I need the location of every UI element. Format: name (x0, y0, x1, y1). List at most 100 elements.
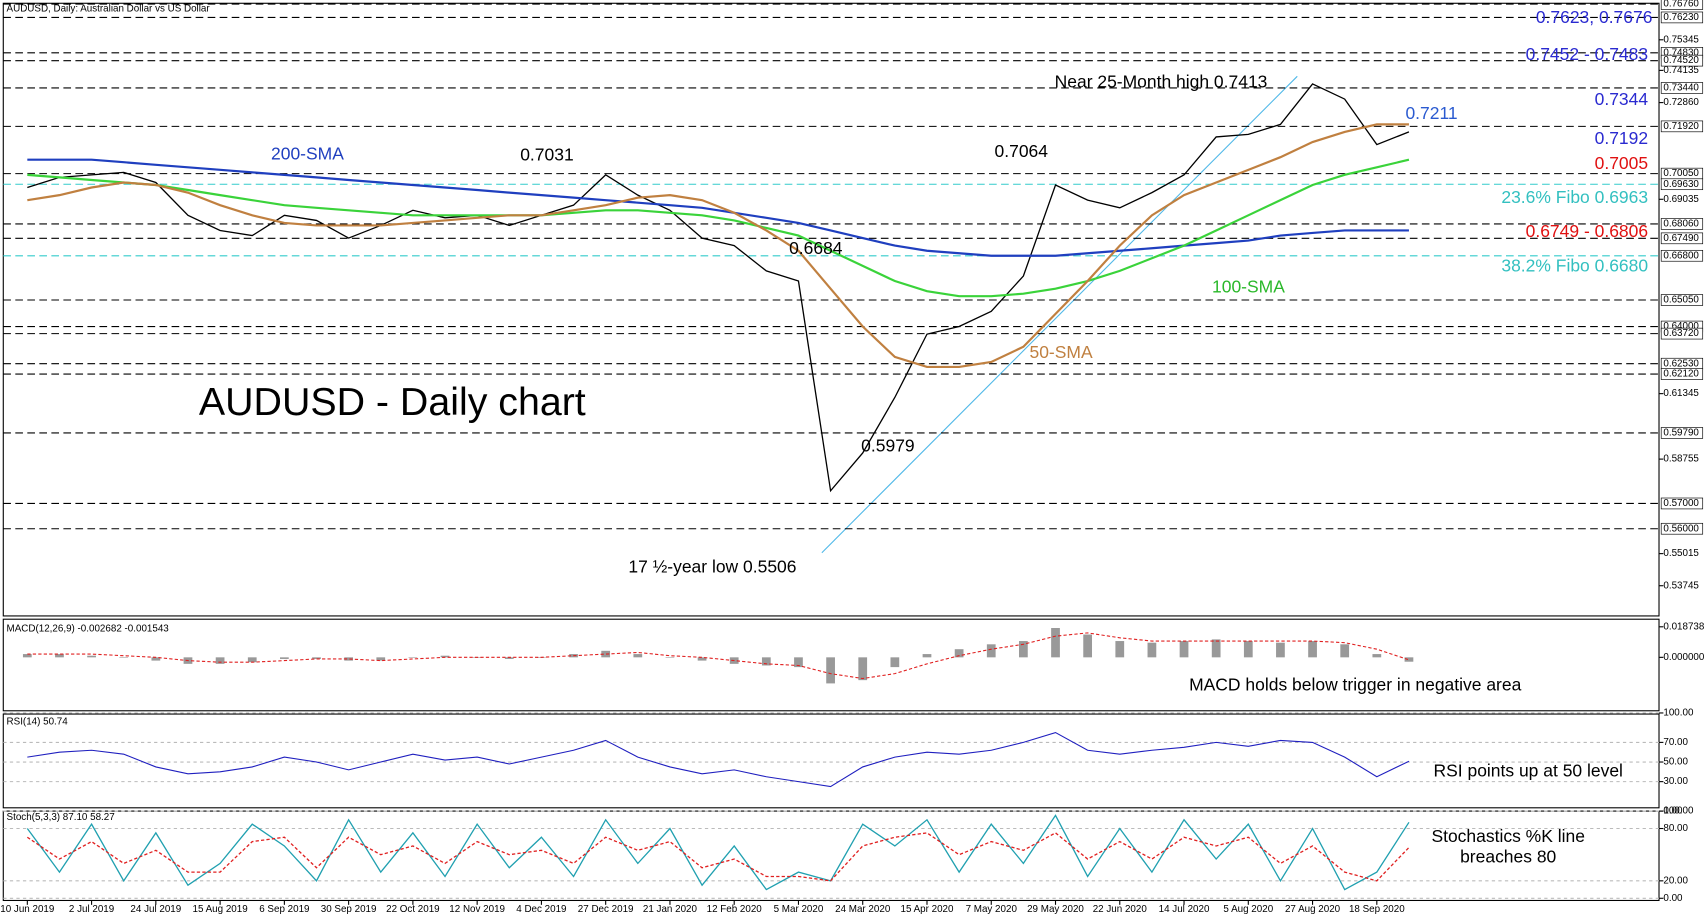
annotation: 0.7031 (520, 145, 573, 165)
macd-title: MACD(12,26,9) -0.002682 -0.001543 (7, 624, 170, 635)
macd-bar (1372, 654, 1382, 658)
y-tick-label: 70.00 (1663, 737, 1688, 748)
stoch-line (26, 814, 1410, 891)
stoch-annotation: breaches 80 (1460, 847, 1556, 867)
macd-bar (1179, 641, 1189, 658)
rsi-frame (2, 713, 1660, 809)
level-box (1660, 232, 1704, 245)
macd-bar (1404, 657, 1414, 662)
x-tick-label: 14 Jul 2020 (1159, 904, 1210, 915)
macd-bar (1211, 639, 1221, 658)
annotation: 0.6684 (789, 238, 843, 258)
macd-bar (1276, 642, 1285, 658)
level-label: 0.74830 (1663, 47, 1699, 58)
macd-frame (2, 618, 1660, 712)
level-box (1660, 178, 1704, 191)
x-tick-label: 15 Apr 2020 (900, 904, 954, 915)
macd-bar (440, 655, 450, 658)
level-label: 0.74520 (1663, 55, 1699, 66)
level-box (1660, 327, 1704, 340)
annotation: 17 ½-year low 0.5506 (628, 557, 796, 577)
macd-bar (151, 657, 161, 661)
y-tick-label: 0.018738 (1663, 621, 1705, 632)
level-box (1660, 497, 1704, 510)
annotation: Near 25-Month high 0.7413 (1055, 71, 1268, 91)
level-box (1660, 294, 1704, 306)
x-tick-label: 7 May 2020 (966, 904, 1018, 915)
y-tick-label: 100.00 (1663, 806, 1694, 817)
x-tick-label: 2 Jul 2019 (69, 904, 114, 915)
level-label: 0.56000 (1663, 523, 1699, 534)
x-tick-label: 6 Sep 2019 (259, 904, 309, 915)
macd-bar (22, 654, 32, 658)
subtitle: AUDUSD, Daily: Australian Dollar vs US D… (7, 3, 211, 14)
annotation: 100-SMA (1212, 276, 1285, 296)
level-label: 0.68060 (1663, 219, 1699, 230)
macd-bar (1019, 641, 1028, 658)
macd-bar (408, 657, 418, 658)
price-line (27, 83, 1410, 493)
stoch-annotation: Stochastics %K line (1431, 826, 1584, 846)
level-box (1660, 249, 1704, 262)
macd-bar (665, 657, 675, 658)
level-box (1660, 11, 1704, 24)
annotation: 0.5979 (861, 436, 914, 456)
x-tick-label: 27 Dec 2019 (578, 904, 634, 915)
y-tick-label: 30.00 (1663, 776, 1688, 787)
x-tick-label: 5 Aug 2020 (1223, 904, 1273, 915)
macd-bar (954, 649, 964, 658)
annotation: 0.7064 (995, 141, 1049, 161)
macd-bar (1083, 634, 1093, 658)
sma-line (27, 123, 1409, 369)
macd-bar (1308, 641, 1317, 658)
macd-bar (504, 657, 514, 659)
level-box (1660, 82, 1704, 94)
level-label: 0.62530 (1663, 358, 1699, 369)
x-tick-label: 12 Nov 2019 (449, 904, 505, 915)
y-tick-label: 0.53745 (1663, 580, 1699, 591)
y-tick-label: 20.00 (1663, 875, 1688, 886)
x-tick-label: 22 Jun 2020 (1093, 904, 1148, 915)
level-label: 0.57000 (1663, 498, 1699, 509)
sma-line (27, 158, 1410, 298)
y-tick-label: 50.00 (1663, 757, 1688, 768)
level-box (1660, 427, 1704, 439)
y-tick-label: 0.55015 (1663, 548, 1699, 559)
annotation: 0.7344 (1595, 89, 1649, 109)
stoch-title: Stoch(5,3,3) 87.10 58.27 (7, 812, 115, 823)
level-label: 0.67490 (1663, 233, 1699, 244)
macd-bar (87, 655, 96, 658)
annotation: 0.7623, 0.7676 (1536, 7, 1653, 27)
chart-title: AUDUSD - Daily chart (199, 380, 586, 424)
x-tick-label: 15 Aug 2019 (193, 904, 248, 915)
annotation: 0.7211 (1405, 103, 1457, 123)
x-tick-label: 29 May 2020 (1027, 904, 1084, 915)
level-label: 0.64000 (1663, 321, 1699, 332)
y-tick-label: 0.75345 (1663, 34, 1699, 45)
macd-bar (1051, 628, 1060, 658)
macd-bar (247, 657, 257, 663)
x-tick-label: 22 Oct 2019 (386, 904, 440, 915)
macd-bar (119, 657, 129, 658)
x-tick-label: 27 Aug 2020 (1285, 904, 1341, 915)
level-label: 0.62120 (1663, 369, 1699, 380)
annotation: 50-SMA (1030, 342, 1093, 362)
x-tick-label: 21 Jan 2020 (643, 904, 698, 915)
macd-bar (794, 657, 803, 668)
level-label: 0.76230 (1663, 12, 1699, 23)
macd-bar (215, 657, 225, 664)
annotation: 200-SMA (271, 143, 344, 163)
macd-bar (890, 657, 900, 668)
level-label: 0.65050 (1663, 295, 1699, 306)
level-label: 0.73440 (1663, 83, 1699, 94)
macd-bar (922, 654, 932, 658)
y-tick-label: 0.72860 (1663, 97, 1699, 108)
signal-line (27, 632, 1410, 680)
level-box (1660, 218, 1704, 230)
level-label: 0.59790 (1663, 428, 1699, 439)
sma-line (27, 158, 1409, 257)
x-tick-label: 18 Sep 2020 (1349, 904, 1405, 915)
x-tick-label: 4 Dec 2019 (516, 904, 566, 915)
annotation: 38.2% Fibo 0.6680 (1501, 256, 1648, 276)
stoch-line (26, 832, 1410, 882)
